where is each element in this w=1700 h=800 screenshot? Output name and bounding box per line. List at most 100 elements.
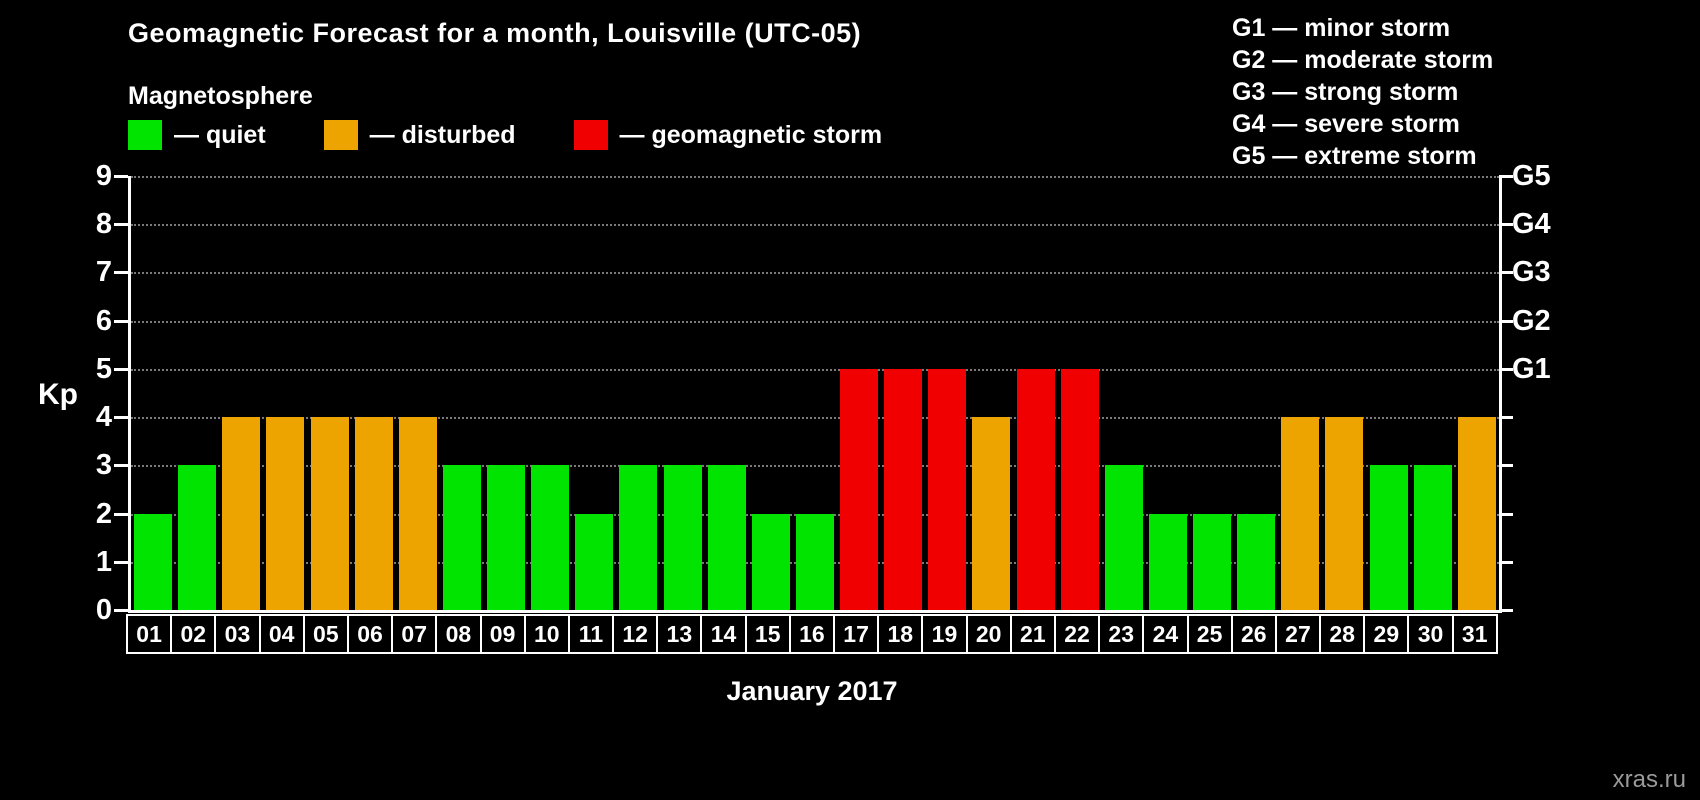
- legend-item-disturbed: — disturbed: [323, 120, 516, 150]
- kp-bar-day-01: [134, 513, 173, 610]
- legend-item-quiet: — quiet: [128, 120, 266, 150]
- y-tick-mark-right-4: [1499, 416, 1513, 420]
- y-tick-mark-left-6: [114, 319, 128, 323]
- kp-bar-day-24: [1148, 513, 1187, 610]
- right-axis-label-g1: G1: [1512, 352, 1551, 385]
- gridline-8: [131, 224, 1499, 227]
- kp-bar-day-18: [884, 368, 923, 610]
- day-label-22: 22: [1053, 614, 1101, 654]
- kp-bar-day-22: [1060, 368, 1099, 610]
- kp-bar-day-10: [531, 465, 570, 610]
- y-tick-label-9: 9: [95, 160, 112, 192]
- day-label-28: 28: [1319, 614, 1366, 654]
- day-label-30: 30: [1407, 614, 1454, 654]
- day-label-15: 15: [744, 614, 791, 654]
- day-label-04: 04: [258, 614, 305, 654]
- kp-bar-day-06: [354, 417, 393, 610]
- day-label-20: 20: [965, 614, 1012, 654]
- day-label-25: 25: [1186, 614, 1233, 654]
- kp-bar-day-19: [928, 368, 967, 610]
- watermark: xras.ru: [1612, 766, 1686, 793]
- bar-column-20: [969, 176, 1013, 610]
- y-tick-label-2: 2: [95, 497, 112, 530]
- bar-column-22: [1058, 176, 1102, 610]
- legend-label-quiet: — quiet: [174, 120, 266, 149]
- day-label-27: 27: [1274, 614, 1322, 654]
- y-tick-label-6: 6: [95, 304, 112, 337]
- legend-label-storm: — geomagnetic storm: [619, 120, 883, 149]
- y-tick-label-5: 5: [95, 352, 112, 385]
- kp-bar-day-12: [619, 465, 658, 610]
- bar-column-16: [793, 176, 837, 610]
- day-label-12: 12: [612, 614, 659, 654]
- g-legend-line-4: G4 — severe storm: [1232, 110, 1460, 138]
- kp-bar-day-28: [1325, 417, 1364, 610]
- y-tick-mark-right-2: [1499, 512, 1513, 516]
- bar-series: [131, 176, 1499, 610]
- kp-bar-day-30: [1413, 465, 1452, 610]
- day-label-21: 21: [1009, 614, 1056, 654]
- bar-column-19: [925, 176, 969, 610]
- g-legend-line-3: G3 — strong storm: [1232, 78, 1459, 106]
- bar-column-15: [749, 176, 793, 610]
- legend-item-storm: — geomagnetic storm: [573, 120, 883, 150]
- bar-column-14: [705, 176, 749, 610]
- gridline-5: [131, 368, 1499, 371]
- y-tick-mark-left-2: [114, 512, 128, 516]
- gridline-9: [131, 176, 1499, 178]
- day-label-14: 14: [700, 614, 747, 654]
- y-tick-label-4: 4: [95, 401, 112, 434]
- kp-bar-day-13: [663, 465, 702, 610]
- day-label-23: 23: [1098, 614, 1145, 654]
- y-axis-title: Kp: [38, 378, 78, 411]
- right-axis-label-g5: G5: [1512, 160, 1551, 192]
- bar-column-04: [263, 176, 307, 610]
- bar-column-29: [1367, 176, 1411, 610]
- bar-column-01: [131, 176, 175, 610]
- kp-bar-day-07: [398, 417, 437, 610]
- kp-bar-day-04: [266, 417, 305, 610]
- kp-bar-day-27: [1281, 417, 1320, 610]
- day-label-13: 13: [656, 614, 703, 654]
- day-label-24: 24: [1142, 614, 1189, 654]
- legend-swatch-disturbed: [323, 120, 358, 150]
- day-label-03: 03: [214, 614, 261, 654]
- bar-column-13: [661, 176, 705, 610]
- y-tick-mark-right-0: [1499, 609, 1513, 612]
- y-tick-label-1: 1: [95, 545, 112, 578]
- kp-bar-day-31: [1457, 417, 1496, 610]
- kp-bar-day-15: [751, 513, 790, 610]
- bar-column-21: [1014, 176, 1058, 610]
- bar-column-23: [1102, 176, 1146, 610]
- kp-bar-day-08: [442, 465, 481, 610]
- legend-swatch-storm: [573, 120, 608, 150]
- bar-column-11: [572, 176, 616, 610]
- bar-column-30: [1411, 176, 1455, 610]
- legend-swatch-quiet: [128, 120, 162, 150]
- day-label-26: 26: [1230, 614, 1277, 654]
- kp-bar-day-05: [310, 417, 349, 610]
- bar-column-06: [352, 176, 396, 610]
- day-label-07: 07: [391, 614, 438, 654]
- plot-area: [128, 176, 1502, 613]
- y-tick-mark-left-5: [114, 367, 128, 371]
- y-tick-mark-left-1: [114, 560, 128, 564]
- bar-column-02: [175, 176, 219, 610]
- y-tick-mark-right-9: [1499, 175, 1513, 178]
- day-label-05: 05: [302, 614, 349, 654]
- bar-column-28: [1322, 176, 1366, 610]
- day-label-16: 16: [788, 614, 835, 654]
- kp-bar-day-26: [1237, 513, 1276, 610]
- bar-column-12: [616, 176, 660, 610]
- gridline-3: [131, 465, 1499, 468]
- y-tick-label-7: 7: [95, 256, 112, 289]
- y-tick-mark-left-7: [114, 271, 128, 275]
- bar-column-10: [528, 176, 572, 610]
- bar-column-25: [1190, 176, 1234, 610]
- g-scale-legend: G1 — minor storm G2 — moderate storm G3 — …: [1232, 12, 1493, 172]
- g-legend-line-2: G2 — moderate storm: [1232, 46, 1494, 74]
- day-label-10: 10: [523, 614, 570, 654]
- right-axis-label-g2: G2: [1512, 304, 1551, 337]
- g-legend-line-5: G5 — extreme storm: [1232, 142, 1477, 170]
- bar-column-08: [440, 176, 484, 610]
